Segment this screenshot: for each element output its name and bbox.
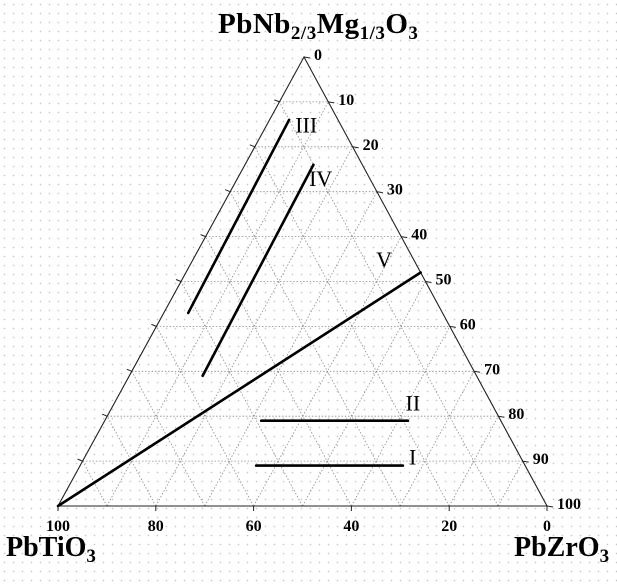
grid-line: [155, 146, 353, 507]
grid-line: [131, 371, 206, 507]
grid-line: [229, 191, 401, 507]
left-tick-mark: [126, 368, 132, 372]
bottom-tick-label: 80: [148, 518, 164, 535]
grid-line: [279, 101, 499, 507]
right-tick-mark: [401, 236, 408, 239]
composition-line-v: [56, 271, 422, 508]
grid-line: [156, 326, 254, 507]
right-tick-mark: [425, 281, 432, 283]
grid-line: [448, 416, 499, 507]
bottom-tick-label: 0: [543, 518, 551, 535]
right-tick-label: 90: [533, 451, 549, 468]
right-tick-label: 100: [557, 496, 581, 513]
right-tick-mark: [449, 325, 456, 328]
bottom-tick-label: 60: [246, 518, 262, 535]
right-tick-label: 80: [508, 406, 524, 423]
bottom-tick-label: 100: [46, 518, 70, 535]
left-tick-mark: [225, 189, 231, 193]
right-tick-mark: [328, 101, 335, 104]
left-tick-mark: [102, 413, 108, 417]
line-label-ii: II: [406, 391, 421, 416]
line-label-iii: III: [295, 112, 317, 137]
grid-lines: [82, 101, 524, 507]
right-tick-label: 20: [363, 137, 379, 154]
left-tick-mark: [77, 458, 83, 462]
right-tick-mark: [498, 415, 505, 418]
bottom-tick-label: 40: [343, 518, 359, 535]
right-tick-mark: [303, 56, 311, 59]
vertex-label-pbtio3: PbTiO3: [6, 532, 96, 567]
right-tick-mark: [522, 460, 529, 463]
right-tick-mark: [546, 505, 554, 508]
grid-line: [351, 326, 451, 507]
grid-line: [180, 281, 303, 507]
vertex-label-pbzro3: PbZrO3: [514, 532, 610, 567]
line-label-iv: IV: [309, 166, 332, 191]
right-tick-label: 40: [411, 227, 427, 244]
composition-line-iii: [186, 118, 291, 315]
line-label-i: I: [409, 445, 416, 470]
left-tick-mark: [249, 144, 255, 148]
grid-line: [497, 460, 524, 507]
bottom-tick-label: 20: [441, 518, 457, 535]
right-tick-label: 0: [314, 47, 322, 64]
grid-line: [254, 146, 450, 507]
left-tick-mark: [151, 323, 157, 327]
right-tick-label: 60: [460, 316, 476, 333]
right-tick-mark: [376, 191, 383, 194]
left-tick-mark: [274, 99, 280, 103]
right-tick-mark: [352, 146, 359, 149]
composition-line-iv: [201, 163, 315, 378]
line-label-v: V: [376, 247, 392, 272]
right-tick-label: 70: [484, 361, 500, 378]
right-tick-label: 30: [387, 182, 403, 199]
grid-line: [399, 371, 475, 507]
right-tick-label: 50: [436, 272, 452, 289]
axis-ticks: 0 10 20 30 40 50 60 70 80 90 100 100 80 60 40 20 0: [46, 47, 581, 535]
grid-line: [106, 101, 329, 507]
vertex-label-pmn: PbNb2/3Mg1/3O3: [218, 8, 419, 44]
right-tick-label: 10: [338, 92, 354, 109]
right-tick-mark: [474, 370, 481, 373]
left-tick-mark: [200, 234, 206, 238]
left-tick-mark: [175, 279, 182, 282]
grid-line: [204, 191, 378, 507]
grid-line: [106, 416, 157, 507]
